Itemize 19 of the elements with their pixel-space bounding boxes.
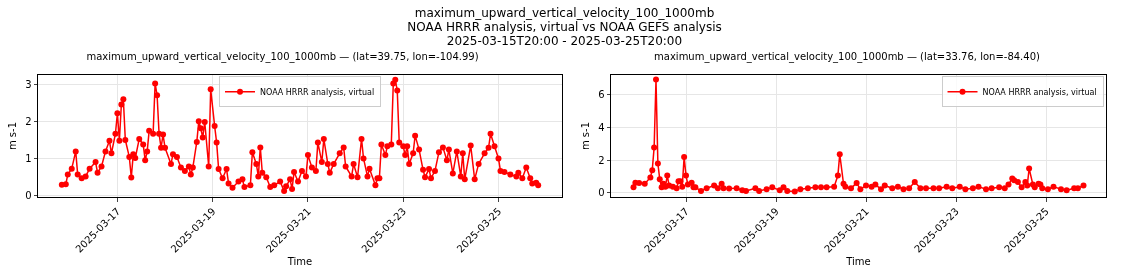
- y-tick-label: 2: [25, 116, 32, 128]
- y-tick-label: 3: [25, 79, 32, 91]
- y-axis-title: m s-1: [7, 121, 19, 151]
- text: 2025-03-15T20:00 - 2025-03-25T20:00: [445, 34, 684, 48]
- y-tick-label: 6: [598, 89, 605, 101]
- y-tick-label: 2: [598, 154, 605, 166]
- x-axis-title: Time: [286, 256, 313, 268]
- chart-title: maximum_upward_vertical_velocity_100_1000mb — (lat=33.76, lon=-84.40): [654, 51, 1041, 64]
- text: maximum_upward_vertical_velocity_100_1000mb: [413, 6, 716, 20]
- y-tick-label: 0: [25, 189, 32, 201]
- legend-label: NOAA HRRR analysis, virtual: [260, 87, 375, 97]
- y-tick-label: 1: [25, 152, 32, 164]
- chart-title: maximum_upward_vertical_velocity_100_1000mb — (lat=39.75, lon=-104.99): [86, 51, 479, 64]
- y-tick-label: 4: [598, 121, 605, 133]
- legend-label: NOAA HRRR analysis, virtual: [982, 87, 1097, 97]
- y-tick-label: 0: [598, 187, 605, 199]
- y-axis-title: m s-1: [580, 121, 592, 151]
- text: NOAA HRRR analysis, virtual vs NOAA GEFS analysis: [406, 20, 723, 34]
- x-axis-title: Time: [845, 256, 871, 268]
